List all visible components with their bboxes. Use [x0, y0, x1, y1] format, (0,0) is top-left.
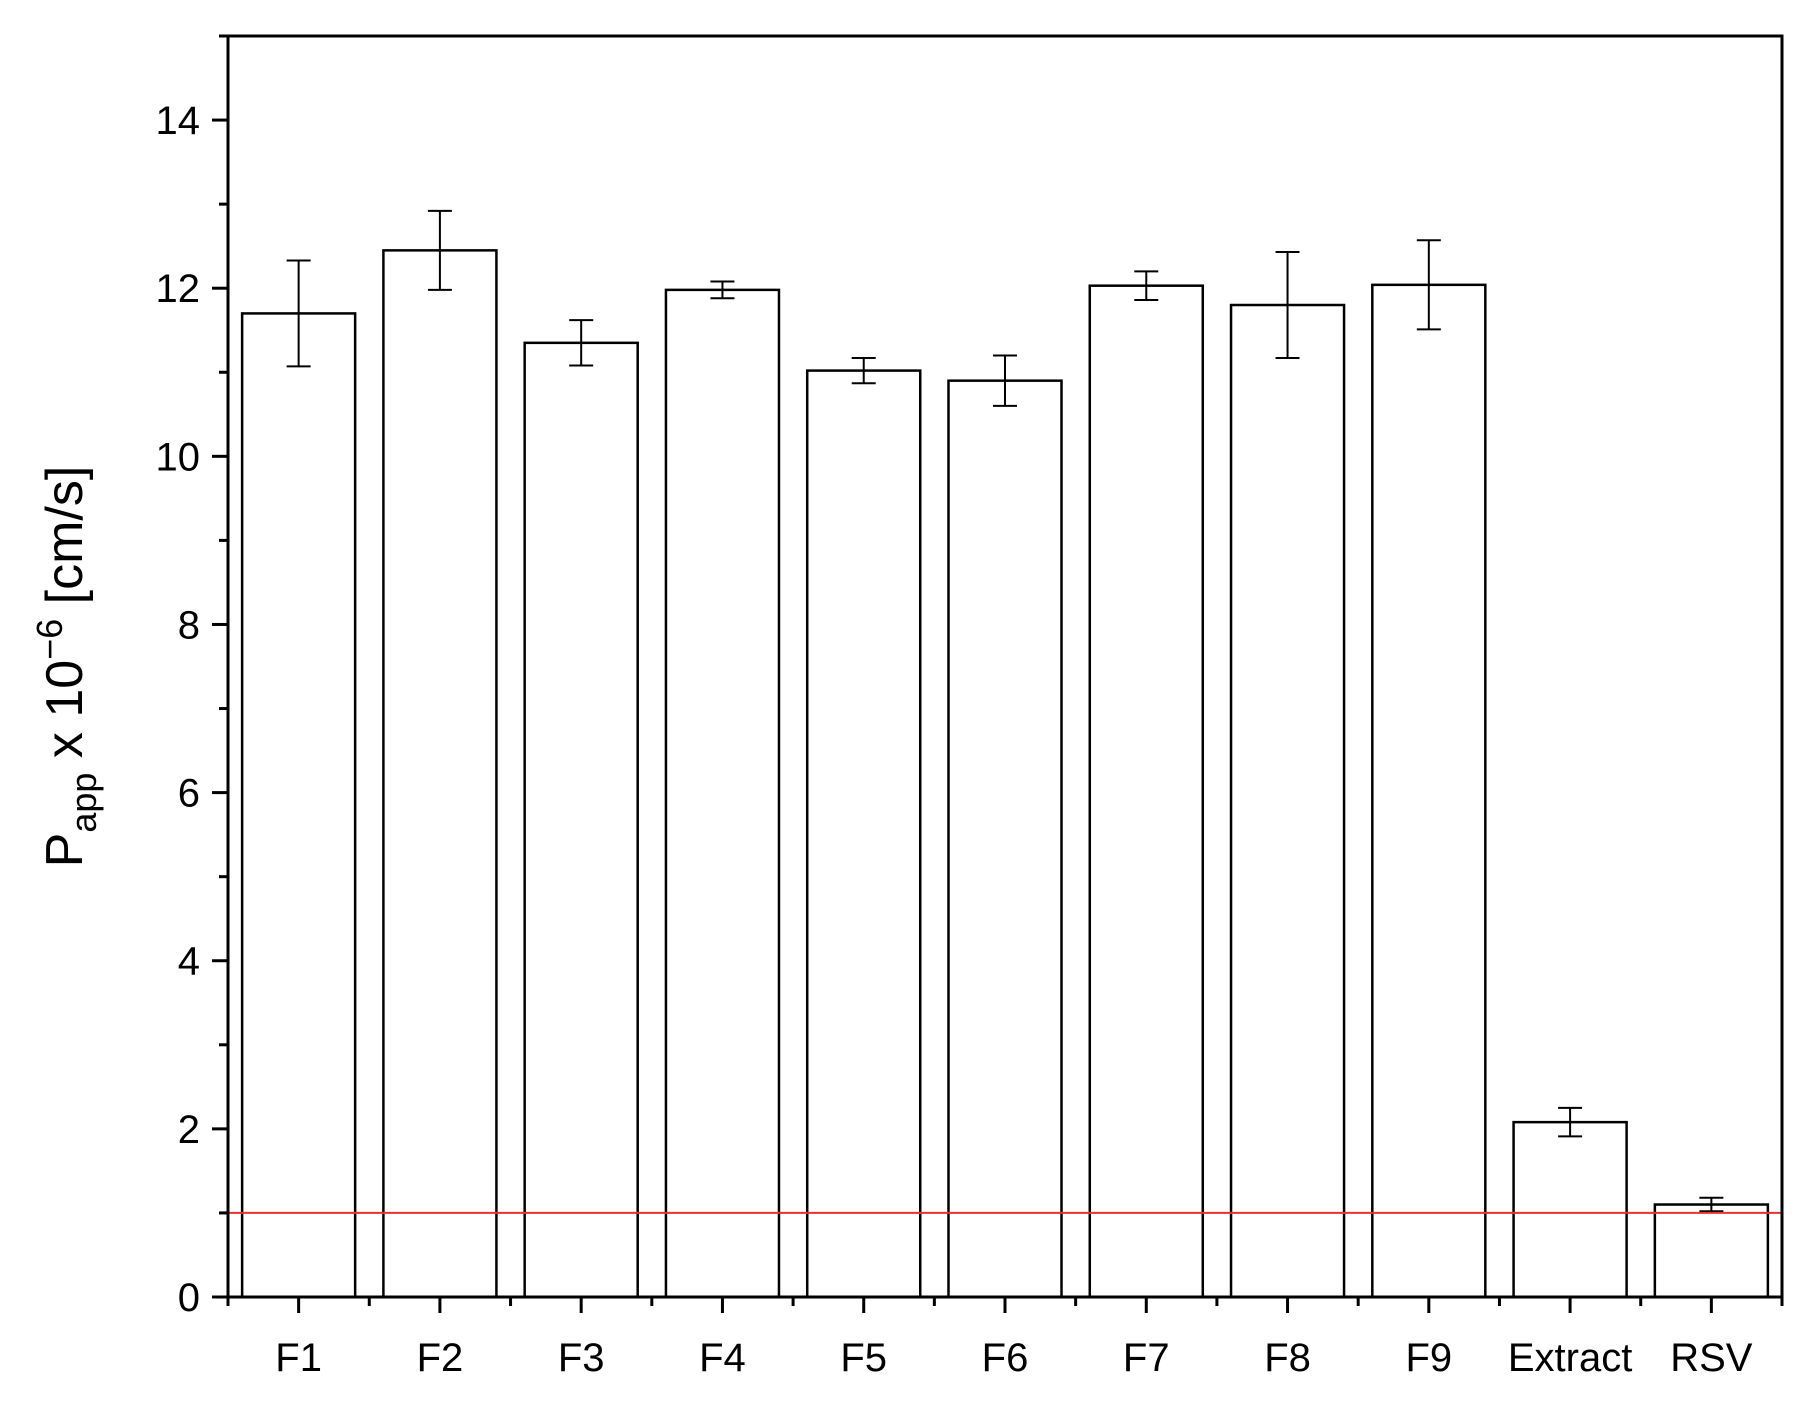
bar	[240, 312, 357, 1299]
bar	[805, 369, 922, 1299]
bar	[1088, 284, 1205, 1299]
x-tick-label: RSV	[1670, 1336, 1753, 1380]
x-tick-label: F2	[417, 1336, 464, 1380]
x-tick-label: F4	[699, 1336, 746, 1380]
bar	[1653, 1203, 1770, 1299]
bar	[664, 288, 781, 1299]
error-bar	[427, 209, 452, 291]
x-tick-label: F1	[275, 1336, 322, 1380]
y-tick-label: 2	[178, 1108, 200, 1152]
x-tick-label: F3	[558, 1336, 605, 1380]
y-tick-label: 0	[178, 1276, 200, 1320]
bar	[947, 379, 1063, 1299]
y-tick-label: 4	[178, 940, 200, 984]
error-bar	[1416, 239, 1441, 331]
error-bar	[286, 259, 311, 368]
bar	[1229, 303, 1346, 1299]
bars	[240, 249, 1770, 1299]
y-axis-title-middle: x 10	[36, 660, 94, 773]
y-axis-title-unit: [cm/s]	[36, 466, 94, 619]
y-tick-label: 10	[156, 435, 201, 479]
error-bar	[710, 280, 735, 300]
x-tick-label: F9	[1405, 1336, 1452, 1380]
error-bar	[993, 354, 1017, 407]
y-axis-title: Papp x 10−6 [cm/s]	[29, 466, 104, 868]
bar	[523, 341, 639, 1299]
x-tick-label: F8	[1264, 1336, 1311, 1380]
y-axis-ticks: 0 2 4 6 8 10 12 14	[156, 34, 228, 1320]
y-axis-title-main: P	[36, 833, 94, 868]
x-tick-label: Extract	[1508, 1336, 1632, 1380]
plot-frame	[226, 34, 1784, 1299]
error-bar	[569, 319, 594, 367]
error-bar	[1699, 1196, 1724, 1213]
error-bar	[851, 356, 876, 385]
y-tick-label: 14	[156, 99, 201, 143]
bar	[1512, 1120, 1628, 1299]
x-tick-label: F6	[982, 1336, 1029, 1380]
bar	[382, 249, 498, 1299]
error-bar	[1558, 1106, 1583, 1138]
error-bar	[1275, 251, 1300, 359]
y-axis-title-superscript: −6	[29, 619, 70, 660]
error-bar	[1134, 270, 1159, 301]
y-tick-label: 12	[156, 267, 201, 311]
x-tick-label: F7	[1123, 1336, 1170, 1380]
y-tick-label: 8	[178, 603, 200, 647]
error-bars	[286, 209, 1724, 1213]
y-tick-label: 6	[178, 772, 200, 816]
bar	[1371, 283, 1487, 1299]
y-axis-title-subscript: app	[63, 773, 104, 833]
x-axis-ticks: F1 F2 F3 F4 F5 F6 F7 F8 F9 Extract RSV	[226, 1297, 1784, 1380]
x-tick-label: F5	[840, 1336, 887, 1380]
